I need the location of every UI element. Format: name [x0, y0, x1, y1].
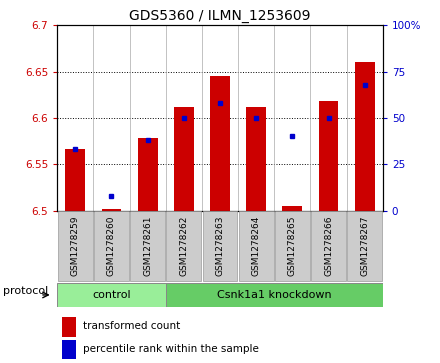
FancyBboxPatch shape	[311, 211, 346, 281]
Bar	[66, 148, 85, 211]
FancyBboxPatch shape	[57, 283, 166, 307]
Bar	[138, 138, 158, 211]
Text: Csnk1a1 knockdown: Csnk1a1 knockdown	[217, 290, 332, 300]
Text: GSM1278259: GSM1278259	[71, 216, 80, 276]
Bar	[355, 62, 375, 211]
Bar	[246, 107, 266, 211]
Text: GSM1278263: GSM1278263	[216, 216, 224, 276]
Bar	[102, 209, 121, 211]
Title: GDS5360 / ILMN_1253609: GDS5360 / ILMN_1253609	[129, 9, 311, 23]
Text: GSM1278264: GSM1278264	[252, 216, 260, 276]
Text: GSM1278266: GSM1278266	[324, 216, 333, 276]
FancyBboxPatch shape	[130, 211, 165, 281]
Bar	[319, 101, 338, 211]
FancyBboxPatch shape	[166, 283, 383, 307]
Text: protocol: protocol	[3, 286, 48, 297]
FancyBboxPatch shape	[203, 211, 237, 281]
Text: percentile rank within the sample: percentile rank within the sample	[83, 344, 259, 354]
FancyBboxPatch shape	[58, 211, 93, 281]
Bar	[282, 206, 302, 211]
Bar	[174, 107, 194, 211]
Text: GSM1278265: GSM1278265	[288, 216, 297, 276]
Text: GSM1278267: GSM1278267	[360, 216, 369, 276]
FancyBboxPatch shape	[239, 211, 274, 281]
Text: GSM1278262: GSM1278262	[180, 216, 188, 276]
Text: transformed count: transformed count	[83, 321, 180, 331]
Text: GSM1278260: GSM1278260	[107, 216, 116, 276]
Text: control: control	[92, 290, 131, 300]
Bar	[62, 317, 76, 337]
Bar	[210, 76, 230, 211]
FancyBboxPatch shape	[275, 211, 310, 281]
Text: GSM1278261: GSM1278261	[143, 216, 152, 276]
FancyBboxPatch shape	[166, 211, 201, 281]
FancyBboxPatch shape	[94, 211, 129, 281]
Bar	[62, 340, 76, 359]
FancyBboxPatch shape	[347, 211, 382, 281]
